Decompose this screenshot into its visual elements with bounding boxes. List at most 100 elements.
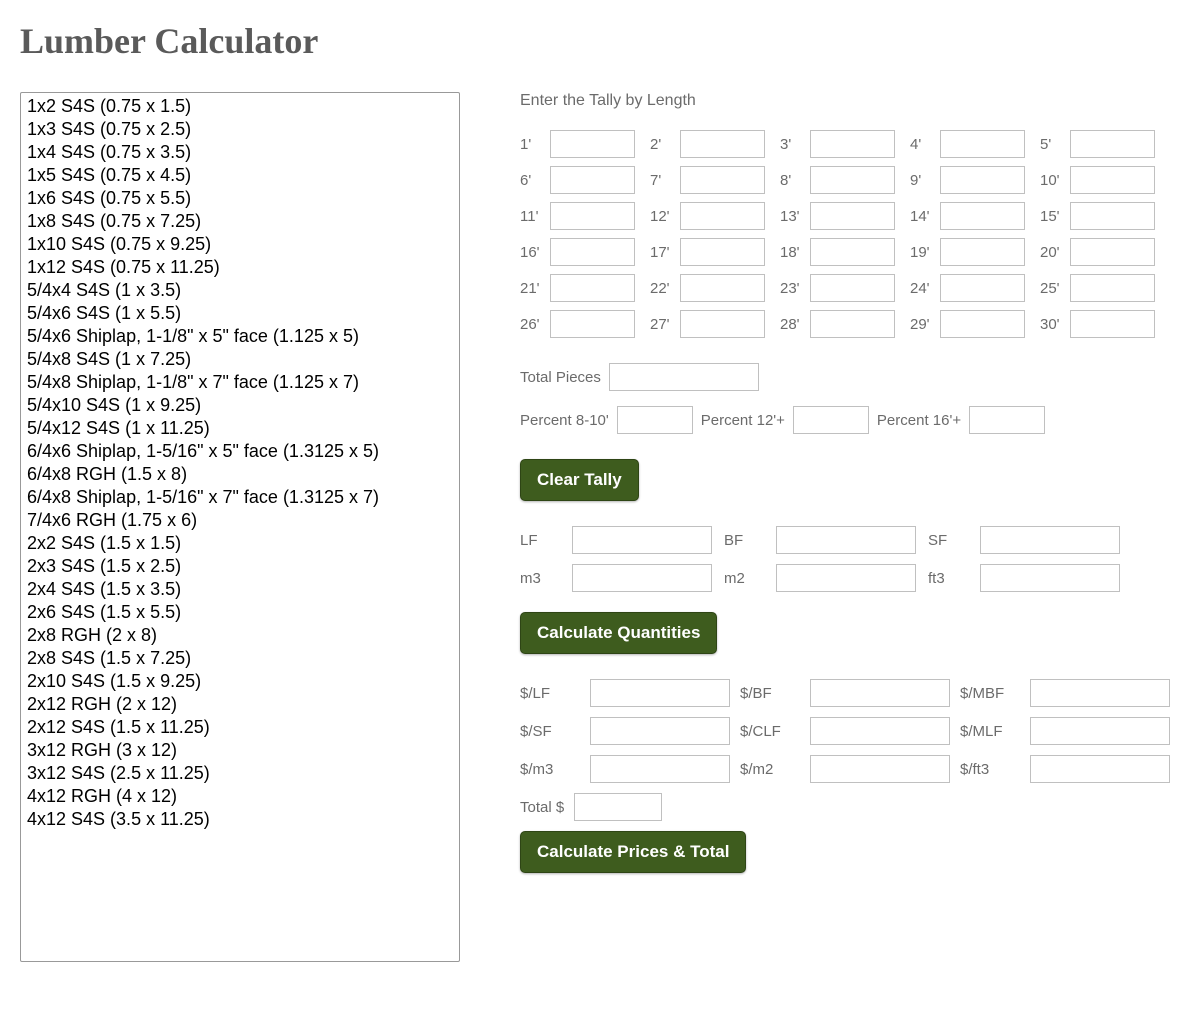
tally-length-input[interactable]	[550, 166, 635, 194]
tally-cell: 29'	[910, 310, 1040, 338]
tally-length-input[interactable]	[810, 130, 895, 158]
lumber-option[interactable]: 5/4x12 S4S (1 x 11.25)	[23, 417, 457, 440]
lumber-option[interactable]: 1x10 S4S (0.75 x 9.25)	[23, 233, 457, 256]
percent-8-10-label: Percent 8-10'	[520, 412, 609, 429]
tally-length-input[interactable]	[940, 238, 1025, 266]
tally-cell: 21'	[520, 274, 650, 302]
lumber-option[interactable]: 2x4 S4S (1.5 x 3.5)	[23, 578, 457, 601]
tally-length-input[interactable]	[940, 130, 1025, 158]
lumber-option[interactable]: 2x10 S4S (1.5 x 9.25)	[23, 670, 457, 693]
tally-length-input[interactable]	[680, 274, 765, 302]
tally-length-label: 18'	[780, 244, 810, 261]
lumber-option[interactable]: 2x8 RGH (2 x 8)	[23, 624, 457, 647]
calculate-prices-button[interactable]: Calculate Prices & Total	[520, 831, 746, 873]
price-mlf-label: $/MLF	[960, 723, 1020, 740]
lumber-option[interactable]: 5/4x6 Shiplap, 1-1/8" x 5" face (1.125 x…	[23, 325, 457, 348]
tally-length-input[interactable]	[810, 274, 895, 302]
lumber-option[interactable]: 5/4x10 S4S (1 x 9.25)	[23, 394, 457, 417]
lumber-option[interactable]: 1x12 S4S (0.75 x 11.25)	[23, 256, 457, 279]
lumber-option[interactable]: 6/4x8 RGH (1.5 x 8)	[23, 463, 457, 486]
lumber-option[interactable]: 3x12 RGH (3 x 12)	[23, 739, 457, 762]
tally-length-input[interactable]	[1070, 130, 1155, 158]
tally-length-input[interactable]	[680, 310, 765, 338]
percent-8-10-input[interactable]	[617, 406, 693, 434]
tally-length-input[interactable]	[940, 166, 1025, 194]
tally-length-input[interactable]	[550, 130, 635, 158]
tally-length-input[interactable]	[550, 238, 635, 266]
lumber-option[interactable]: 1x8 S4S (0.75 x 7.25)	[23, 210, 457, 233]
tally-length-input[interactable]	[1070, 202, 1155, 230]
lumber-option[interactable]: 1x3 S4S (0.75 x 2.5)	[23, 118, 457, 141]
m2-input[interactable]	[776, 564, 916, 592]
tally-length-input[interactable]	[810, 310, 895, 338]
lumber-option[interactable]: 5/4x8 S4S (1 x 7.25)	[23, 348, 457, 371]
lumber-option[interactable]: 2x3 S4S (1.5 x 2.5)	[23, 555, 457, 578]
tally-length-input[interactable]	[810, 238, 895, 266]
tally-length-input[interactable]	[940, 274, 1025, 302]
tally-length-input[interactable]	[940, 310, 1025, 338]
price-mbf-input[interactable]	[1030, 679, 1170, 707]
tally-length-label: 19'	[910, 244, 940, 261]
m3-input[interactable]	[572, 564, 712, 592]
right-panel: Enter the Tally by Length 1'2'3'4'5'6'7'…	[520, 92, 1170, 963]
percent-16-input[interactable]	[969, 406, 1045, 434]
price-m2-input[interactable]	[810, 755, 950, 783]
lf-input[interactable]	[572, 526, 712, 554]
tally-length-label: 28'	[780, 316, 810, 333]
price-bf-input[interactable]	[810, 679, 950, 707]
tally-length-input[interactable]	[550, 274, 635, 302]
lumber-option[interactable]: 1x5 S4S (0.75 x 4.5)	[23, 164, 457, 187]
clear-tally-button[interactable]: Clear Tally	[520, 459, 639, 501]
tally-cell: 22'	[650, 274, 780, 302]
percent-12-input[interactable]	[793, 406, 869, 434]
price-mlf-input[interactable]	[1030, 717, 1170, 745]
lumber-option[interactable]: 2x6 S4S (1.5 x 5.5)	[23, 601, 457, 624]
tally-length-input[interactable]	[810, 166, 895, 194]
lumber-option[interactable]: 6/4x6 Shiplap, 1-5/16" x 5" face (1.3125…	[23, 440, 457, 463]
tally-length-input[interactable]	[1070, 274, 1155, 302]
lumber-option[interactable]: 2x2 S4S (1.5 x 1.5)	[23, 532, 457, 555]
lumber-option[interactable]: 1x6 S4S (0.75 x 5.5)	[23, 187, 457, 210]
calculate-quantities-button[interactable]: Calculate Quantities	[520, 612, 717, 654]
ft3-input[interactable]	[980, 564, 1120, 592]
lumber-option[interactable]: 3x12 S4S (2.5 x 11.25)	[23, 762, 457, 785]
price-ft3-input[interactable]	[1030, 755, 1170, 783]
total-input[interactable]	[574, 793, 662, 821]
total-pieces-input[interactable]	[609, 363, 759, 391]
lumber-option[interactable]: 1x4 S4S (0.75 x 3.5)	[23, 141, 457, 164]
tally-length-input[interactable]	[680, 238, 765, 266]
lumber-option[interactable]: 2x12 RGH (2 x 12)	[23, 693, 457, 716]
lumber-option[interactable]: 1x2 S4S (0.75 x 1.5)	[23, 95, 457, 118]
lumber-option[interactable]: 4x12 S4S (3.5 x 11.25)	[23, 808, 457, 831]
tally-length-input[interactable]	[1070, 310, 1155, 338]
tally-length-input[interactable]	[550, 202, 635, 230]
lf-label: LF	[520, 532, 560, 549]
lumber-option[interactable]: 4x12 RGH (4 x 12)	[23, 785, 457, 808]
price-clf-input[interactable]	[810, 717, 950, 745]
tally-length-input[interactable]	[810, 202, 895, 230]
sf-input[interactable]	[980, 526, 1120, 554]
price-sf-input[interactable]	[590, 717, 730, 745]
price-lf-input[interactable]	[590, 679, 730, 707]
tally-length-input[interactable]	[680, 202, 765, 230]
tally-length-input[interactable]	[1070, 166, 1155, 194]
bf-input[interactable]	[776, 526, 916, 554]
tally-length-label: 1'	[520, 136, 550, 153]
tally-length-input[interactable]	[680, 130, 765, 158]
lumber-option[interactable]: 6/4x8 Shiplap, 1-5/16" x 7" face (1.3125…	[23, 486, 457, 509]
lumber-option[interactable]: 2x8 S4S (1.5 x 7.25)	[23, 647, 457, 670]
tally-length-input[interactable]	[680, 166, 765, 194]
tally-length-label: 7'	[650, 172, 680, 189]
tally-cell: 25'	[1040, 274, 1170, 302]
tally-length-input[interactable]	[1070, 238, 1155, 266]
lumber-option[interactable]: 7/4x6 RGH (1.75 x 6)	[23, 509, 457, 532]
lumber-size-select[interactable]: 1x2 S4S (0.75 x 1.5)1x3 S4S (0.75 x 2.5)…	[20, 92, 460, 962]
lumber-option[interactable]: 5/4x6 S4S (1 x 5.5)	[23, 302, 457, 325]
lumber-option[interactable]: 5/4x8 Shiplap, 1-1/8" x 7" face (1.125 x…	[23, 371, 457, 394]
lumber-option[interactable]: 5/4x4 S4S (1 x 3.5)	[23, 279, 457, 302]
price-m3-input[interactable]	[590, 755, 730, 783]
lumber-option[interactable]: 2x12 S4S (1.5 x 11.25)	[23, 716, 457, 739]
page-title: Lumber Calculator	[20, 20, 1170, 62]
tally-length-input[interactable]	[550, 310, 635, 338]
tally-length-input[interactable]	[940, 202, 1025, 230]
